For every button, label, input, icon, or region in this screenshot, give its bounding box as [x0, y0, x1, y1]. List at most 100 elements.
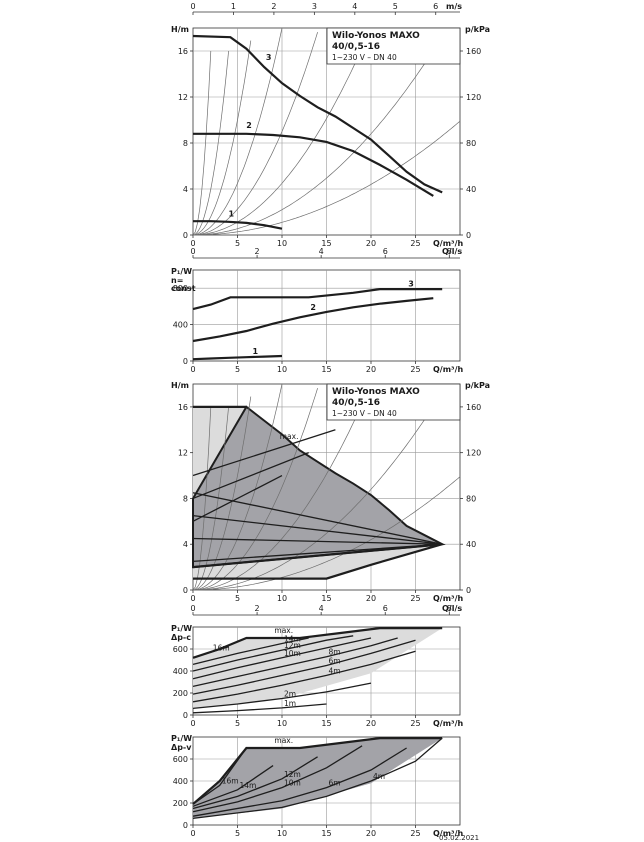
x-tick-label: 25	[410, 594, 420, 603]
x-tick-label: 0	[190, 719, 195, 728]
power-line-label: 12m	[284, 770, 301, 779]
ls-axis-tick-label: 6	[383, 247, 388, 256]
x-tick-label: 0	[190, 239, 195, 248]
ls-axis-unit-label: Q/l/s	[442, 604, 462, 613]
y-axis-label: H/m	[171, 25, 189, 34]
ls-axis-tick-label: 6	[383, 604, 388, 613]
x-axis-label: Q/m³/h	[433, 365, 463, 374]
y-tick-label: 16	[178, 403, 188, 412]
power-line-label: 1m	[284, 699, 296, 708]
curve-label-3: 3	[266, 53, 272, 62]
curve-label-2: 2	[246, 121, 252, 130]
curve-label-1: 1	[228, 210, 234, 219]
power-curve-3	[192, 288, 443, 311]
system-curve	[193, 27, 372, 236]
system-curve	[193, 385, 447, 591]
x-tick-label: 25	[410, 829, 420, 838]
top-axis-tick-label: 2	[271, 2, 276, 11]
y-tick-label: 4	[183, 185, 188, 194]
system-curve	[193, 29, 447, 236]
y-tick-label: 0	[183, 821, 188, 830]
ls-axis-tick-label: 4	[319, 247, 324, 256]
power-line-label: 14m	[284, 635, 301, 644]
const-line	[192, 537, 443, 545]
top-axis-unit-label: m/s	[446, 2, 462, 11]
y-axis-sublabel: Δp-c	[171, 633, 191, 642]
x-tick-label: 10	[277, 239, 287, 248]
field-light-low	[193, 544, 443, 579]
y-axis-sublabel: const	[171, 284, 196, 293]
power-label-3: 3	[408, 279, 414, 288]
power-line-label: 6m	[329, 657, 341, 666]
power-line-label: 4m	[373, 772, 385, 781]
power-line-label: 10m	[284, 779, 301, 788]
y-tick-label: 200	[173, 689, 188, 698]
system-curve	[192, 406, 212, 591]
power-line-label: 16m	[222, 776, 239, 785]
x-tick-label: 25	[410, 719, 420, 728]
power-line-14m	[192, 765, 274, 807]
x-tick-label: 10	[277, 829, 287, 838]
power-line-max	[192, 737, 443, 805]
right-tick-label: 120	[466, 449, 481, 458]
x-tick-label: 20	[366, 239, 376, 248]
x-tick-label: 15	[321, 829, 331, 838]
power-line-1m	[192, 703, 327, 714]
system-curve	[192, 406, 229, 591]
power-line-label: 6m	[329, 779, 341, 788]
y-tick-label: 12	[178, 93, 188, 102]
curve-speed-2	[193, 132, 434, 197]
system-curve	[193, 476, 461, 591]
chart-title: Wilo-Yonos MAXO	[332, 387, 420, 397]
x-tick-label: 10	[277, 719, 287, 728]
min-curve	[193, 543, 443, 580]
x-tick-label: 25	[410, 239, 420, 248]
right-tick-label: 120	[466, 93, 481, 102]
x-tick-label: 0	[190, 365, 195, 374]
top-axis-tick-label: 6	[433, 2, 438, 11]
power-line-label: 4m	[329, 666, 341, 675]
y-tick-label: 800	[173, 284, 188, 293]
power-line-4m	[192, 650, 416, 703]
power-curve-2	[192, 297, 434, 343]
power-line-label: 10m	[284, 649, 301, 658]
x-tick-label: 5	[235, 719, 240, 728]
x-tick-label: 20	[366, 365, 376, 374]
y-tick-label: 16	[178, 47, 188, 56]
x-tick-label: 10	[277, 594, 287, 603]
power-line-14m	[192, 637, 309, 666]
const-line	[192, 514, 443, 545]
top-axis-tick-label: 3	[312, 2, 317, 11]
x-tick-label: 15	[321, 719, 331, 728]
right-tick-label: 0	[466, 586, 471, 595]
ls-axis-tick-label: 2	[255, 604, 260, 613]
x-tick-label: 20	[366, 719, 376, 728]
const-line	[192, 429, 336, 477]
power-line-max	[192, 627, 443, 659]
power-line-label: 12m	[284, 641, 301, 650]
y-axis-sublabel: n=	[171, 276, 183, 285]
x-tick-label: 5	[235, 365, 240, 374]
x-tick-label: 10	[277, 365, 287, 374]
field-dark	[192, 405, 446, 569]
x-tick-label: 15	[321, 365, 331, 374]
power-field	[193, 738, 443, 825]
right-axis-label: p/kPa	[465, 25, 490, 34]
x-tick-label: 20	[366, 829, 376, 838]
chart-title-model: 40/0,5-16	[332, 398, 380, 408]
y-tick-label: 12	[178, 449, 188, 458]
title-box	[326, 27, 461, 65]
x-axis-label: Q/m³/h	[433, 829, 463, 838]
right-tick-label: 80	[466, 139, 476, 148]
x-axis-label: Q/m³/h	[433, 594, 463, 603]
chart-title-model: 40/0,5-16	[332, 42, 380, 52]
power-line-8m	[192, 637, 398, 688]
power-line-label: 8m	[329, 648, 341, 657]
power-curve-1	[192, 354, 283, 361]
chart-subtitle: 1~230 V – DN 40	[332, 53, 397, 62]
y-tick-label: 200	[173, 799, 188, 808]
power-line-label: 14m	[240, 781, 257, 790]
power-line-4m	[192, 737, 443, 820]
power-label-1: 1	[253, 347, 259, 356]
x-tick-label: 15	[321, 239, 331, 248]
